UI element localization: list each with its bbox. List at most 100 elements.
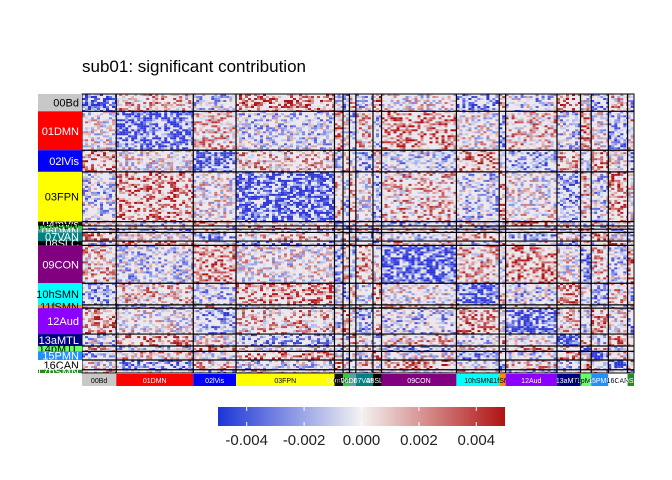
heatmap-cell <box>82 104 85 106</box>
heatmap-cell <box>281 127 284 130</box>
heatmap-cell <box>94 121 97 124</box>
heatmap-cell <box>193 156 197 159</box>
heatmap-cell <box>626 119 628 122</box>
heatmap-cell <box>239 106 242 108</box>
heatmap-cell <box>379 162 382 165</box>
heatmap-cell <box>600 104 604 106</box>
heatmap-cell <box>617 156 621 159</box>
heatmap-cell <box>355 152 359 155</box>
heatmap-cell <box>600 117 604 120</box>
heatmap-cell <box>109 171 112 174</box>
heatmap-cell <box>626 133 628 136</box>
heatmap-cell <box>100 195 103 198</box>
heatmap-cell <box>393 141 397 144</box>
heatmap-cell <box>149 145 153 148</box>
heatmap-cell <box>586 127 590 130</box>
heatmap-cell <box>308 143 311 146</box>
heatmap-cell <box>236 104 239 106</box>
heatmap-cell <box>185 127 189 130</box>
heatmap-cell <box>508 117 512 120</box>
heatmap-cell <box>161 150 165 153</box>
heatmap-cell <box>155 162 159 165</box>
heatmap-cell <box>299 139 302 142</box>
heatmap-cell <box>560 150 563 153</box>
heatmap-cell <box>167 102 171 104</box>
heatmap-cell <box>617 141 621 144</box>
heatmap-cell <box>358 104 362 106</box>
heatmap-cell <box>591 110 595 112</box>
heatmap-cell <box>88 113 91 116</box>
heatmap-cell <box>239 145 242 148</box>
heatmap-cell <box>263 137 266 140</box>
heatmap-cell <box>103 123 106 126</box>
heatmap-cell <box>384 108 388 110</box>
heatmap-cell <box>155 179 159 182</box>
heatmap-cell <box>465 125 469 128</box>
heatmap-cell <box>103 135 106 138</box>
heatmap-cell <box>164 111 168 114</box>
heatmap-cell <box>290 135 293 138</box>
heatmap-cell <box>468 158 472 161</box>
heatmap-cell <box>326 111 329 114</box>
heatmap-cell <box>299 113 302 116</box>
heatmap-cell <box>420 141 424 144</box>
heatmap-cell <box>435 150 439 153</box>
heatmap-cell <box>179 111 183 114</box>
heatmap-cell <box>119 123 123 126</box>
heatmap-cell <box>346 94 349 96</box>
heatmap-cell <box>376 98 379 100</box>
heatmap-cell <box>492 102 496 104</box>
heatmap-cell <box>600 162 604 165</box>
heatmap-cell <box>566 129 569 132</box>
heatmap-cell <box>112 195 115 198</box>
heatmap-cell <box>550 115 554 118</box>
heatmap-cell <box>438 131 442 134</box>
heatmap-cell <box>453 100 457 102</box>
heatmap-cell <box>275 129 278 132</box>
heatmap-cell <box>134 152 138 155</box>
heatmap-cell <box>281 133 284 136</box>
heatmap-cell <box>128 143 132 146</box>
heatmap-cell <box>420 150 424 153</box>
heatmap-cell <box>355 119 359 122</box>
heatmap-cell <box>606 113 609 116</box>
heatmap-cell <box>146 185 150 188</box>
heatmap-cell <box>155 183 159 186</box>
heatmap-cell <box>202 143 206 146</box>
heatmap-cell <box>384 147 388 150</box>
heatmap-cell <box>173 98 177 100</box>
heatmap-cell <box>182 94 186 96</box>
heatmap-cell <box>438 156 442 159</box>
heatmap-cell <box>517 162 521 165</box>
heatmap-cell <box>450 108 454 110</box>
heatmap-cell <box>176 166 180 169</box>
heatmap-cell <box>119 94 123 96</box>
heatmap-cell <box>149 185 153 188</box>
heatmap-cell <box>115 137 117 140</box>
heatmap-cell <box>149 104 153 106</box>
heatmap-cell <box>376 115 379 118</box>
heatmap-cell <box>290 106 293 108</box>
heatmap-cell <box>109 211 112 214</box>
heatmap-cell <box>122 209 126 212</box>
heatmap-cell <box>205 111 209 114</box>
heatmap-cell <box>405 156 409 159</box>
heatmap-cell <box>223 135 227 138</box>
heatmap-cell <box>623 125 627 128</box>
heatmap-cell <box>164 123 168 126</box>
heatmap-cell <box>329 147 332 150</box>
heatmap-cell <box>196 168 200 171</box>
heatmap-cell <box>94 152 97 155</box>
heatmap-cell <box>220 168 224 171</box>
heatmap-cell <box>352 170 356 172</box>
heatmap-cell <box>373 160 376 163</box>
heatmap-cell <box>589 147 592 150</box>
heatmap-cell <box>122 213 126 216</box>
heatmap-cell <box>611 110 615 112</box>
heatmap-cell <box>423 143 427 146</box>
heatmap-cell <box>447 135 451 138</box>
heatmap-cell <box>179 106 183 108</box>
heatmap-cell <box>82 177 85 180</box>
heatmap-cell <box>332 96 335 98</box>
heatmap-cell <box>191 205 194 208</box>
